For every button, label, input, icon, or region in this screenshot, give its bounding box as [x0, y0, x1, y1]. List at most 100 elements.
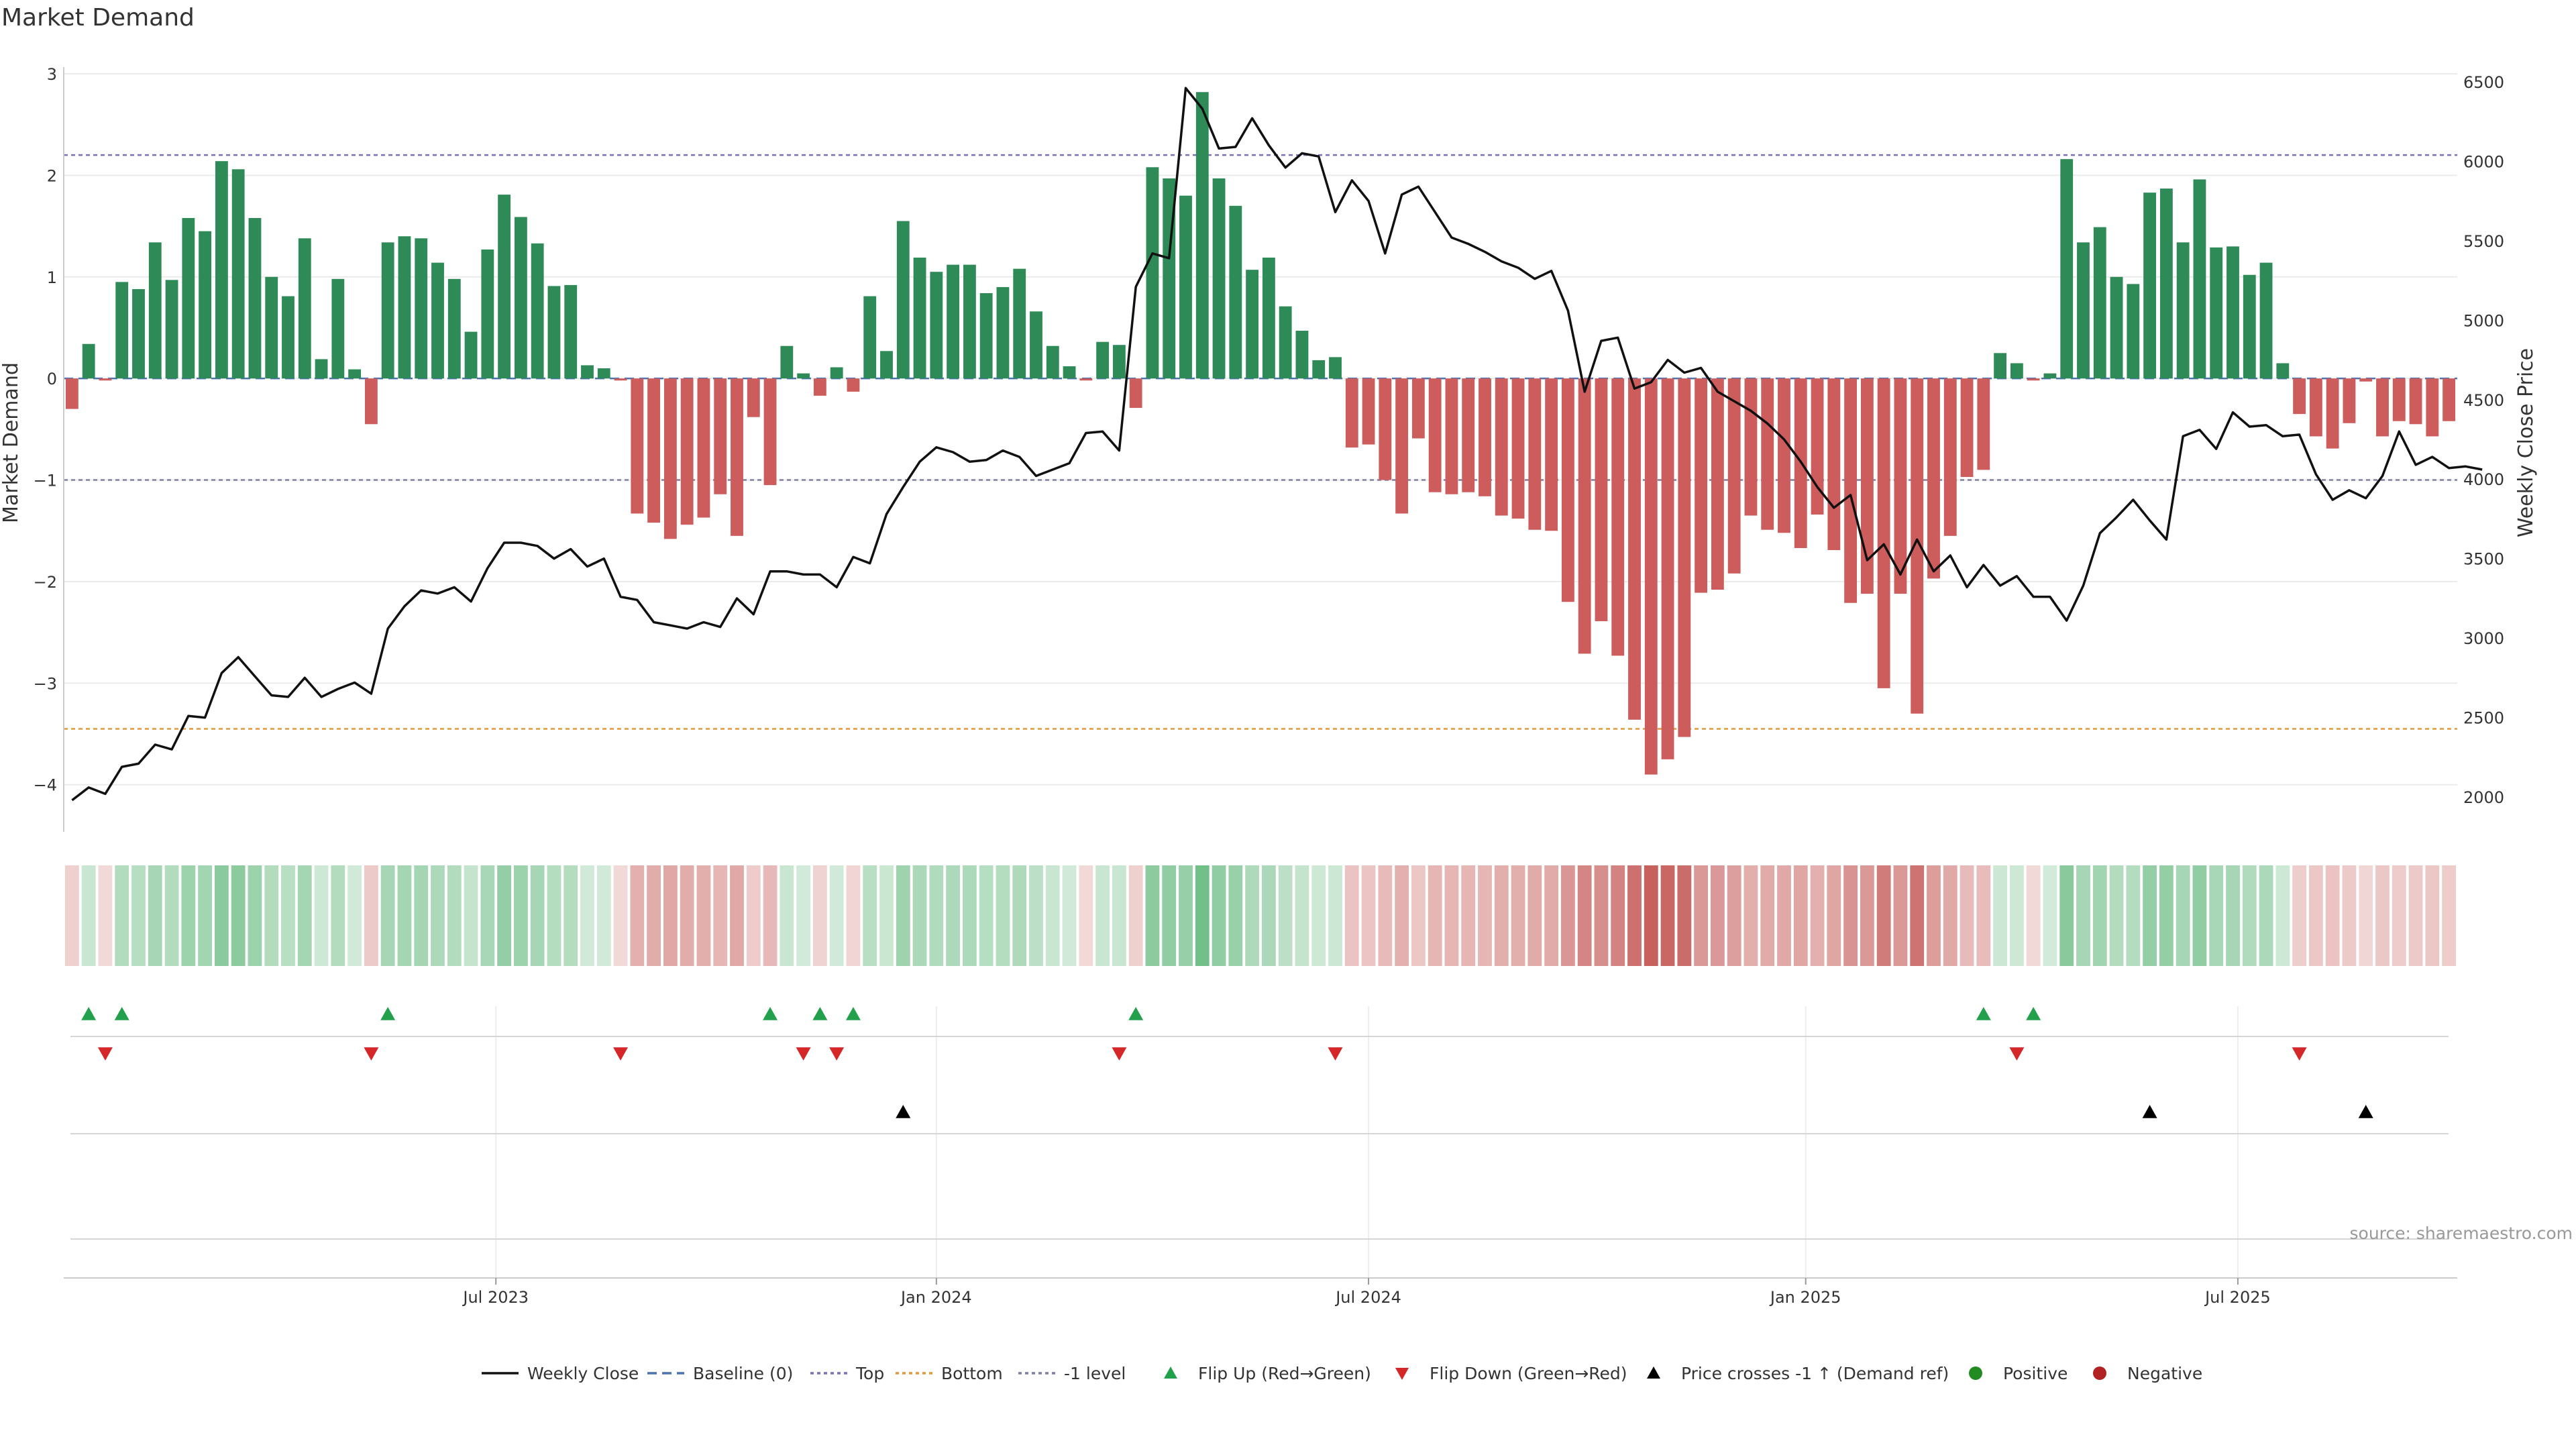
demand-bar [863, 296, 877, 379]
y-tick-label: −2 [34, 573, 57, 592]
heat-cell [1212, 865, 1226, 966]
x-tick-label: Jan 2025 [1769, 1288, 1841, 1307]
heat-cell [812, 865, 827, 966]
axes: 3 2 1 0 −1 −2 −3 −4 6500 6000 5500 5000 4500 4000 3500… [34, 65, 2504, 1307]
heat-cell [1694, 865, 1709, 966]
y2-tick-label: 6000 [2463, 152, 2504, 171]
demand-bar [647, 378, 661, 523]
demand-bar [2276, 363, 2290, 379]
legend-label: Baseline (0) [693, 1364, 793, 1383]
demand-bar [248, 217, 262, 379]
heat-cell [1677, 865, 1692, 966]
heat-cell [1793, 865, 1808, 966]
heat-cell [347, 865, 362, 966]
demand-bar [199, 231, 212, 379]
demand-bar [331, 278, 345, 379]
heat-cell [1976, 865, 1991, 966]
heat-cell [198, 865, 213, 966]
heat-cell [2325, 865, 2340, 966]
legend-label: Negative [2127, 1364, 2202, 1383]
heat-cell [1511, 865, 1525, 966]
demand-bar [996, 286, 1010, 379]
heat-cell [2009, 865, 2024, 966]
legend-label: Top [855, 1364, 884, 1383]
demand-bar [564, 284, 578, 379]
demand-bar [447, 278, 461, 379]
demand-bar [896, 221, 910, 379]
flip-down-marker [2009, 1047, 2025, 1061]
heat-cell [530, 865, 545, 966]
heat-cell [547, 865, 561, 966]
heat-cell [1261, 865, 1276, 966]
heat-cell [796, 865, 811, 966]
demand-bar [2426, 378, 2439, 437]
demand-bar [1246, 270, 1259, 379]
demand-bar [1711, 378, 1724, 590]
demand-bar [2027, 378, 2040, 381]
demand-bar [1994, 353, 2007, 379]
demand-bar [2226, 246, 2239, 379]
heat-cell [696, 865, 711, 966]
demand-bar [2443, 378, 2456, 421]
demand-bar [2243, 274, 2256, 379]
demand-bar [2376, 378, 2389, 437]
price-cross-marker [2142, 1105, 2157, 1118]
heat-cell [1378, 865, 1393, 966]
flip-down-marker [796, 1047, 811, 1061]
heat-cell [1660, 865, 1675, 966]
demand-bar [763, 378, 777, 486]
heat-cell [314, 865, 329, 966]
demand-bar [797, 373, 810, 379]
flip-up-marker [1976, 1007, 1991, 1020]
heat-cell [164, 865, 179, 966]
demand-bar [680, 378, 694, 525]
heat-cell [2275, 865, 2290, 966]
demand-bar [514, 217, 527, 379]
y-tick-label: 1 [47, 268, 57, 287]
demand-bar [1528, 378, 1542, 530]
legend: Weekly Close Baseline (0) Top Bottom -1 leve… [482, 1364, 2202, 1383]
demand-bar [1445, 378, 1458, 494]
heat-cell [1278, 865, 1293, 966]
heat-cell [214, 865, 229, 966]
heat-cell [2342, 865, 2357, 966]
y2-tick-label: 2500 [2463, 709, 2504, 728]
heat-cell [780, 865, 794, 966]
demand-bar [1262, 258, 1275, 379]
price-cross-marker [896, 1105, 911, 1118]
heat-cell [380, 865, 395, 966]
heat-cell [1095, 865, 1110, 966]
demand-bar [381, 242, 394, 379]
heat-cell [2126, 865, 2141, 966]
legend-label: Positive [2003, 1364, 2068, 1383]
demand-bar [1744, 378, 1758, 516]
heat-cell [1444, 865, 1459, 966]
heat-cell [447, 865, 462, 966]
y2-tick-label: 5000 [2463, 311, 2504, 330]
demand-bar [265, 276, 278, 379]
demand-bar [2259, 262, 2273, 379]
demand-bar [2043, 373, 2057, 379]
y2-tick-label: 2000 [2463, 788, 2504, 807]
y-tick-label: −4 [34, 776, 57, 795]
source-note: source: sharemaestro.com [2350, 1224, 2573, 1243]
heat-cell [2308, 865, 2323, 966]
heat-cell [1527, 865, 1542, 966]
heat-cell [1079, 865, 1093, 966]
demand-bar [547, 286, 561, 379]
demand-bar [348, 369, 362, 379]
y-tick-label: 2 [47, 166, 57, 185]
y-axis-label: Market Demand [0, 362, 23, 523]
heat-cell [2259, 865, 2273, 966]
heat-cell [1228, 865, 1243, 966]
demand-bar [215, 161, 228, 379]
y2-tick-label: 4500 [2463, 391, 2504, 410]
heat-cell [879, 865, 894, 966]
demand-bar [663, 378, 677, 539]
reference-lines [64, 154, 2457, 730]
demand-bar [2093, 227, 2106, 379]
demand-bar [2392, 378, 2406, 421]
demand-bar [1611, 378, 1625, 656]
legend-swatch [1647, 1366, 1660, 1379]
